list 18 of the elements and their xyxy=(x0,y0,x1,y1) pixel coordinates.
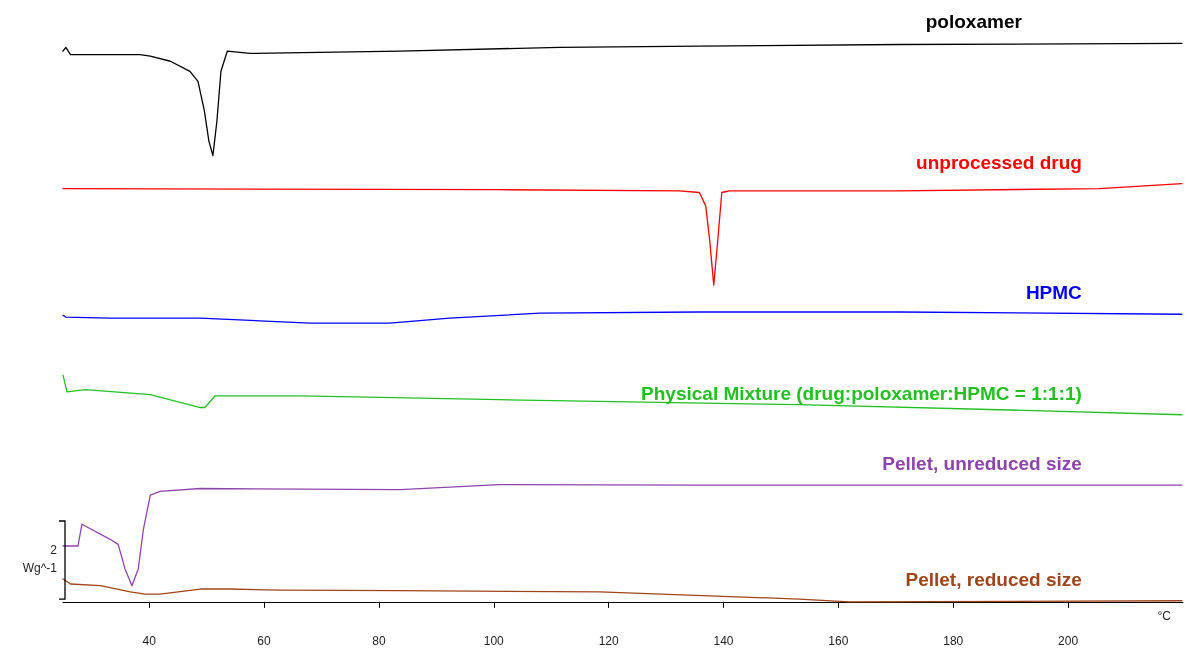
text: Wg^-1 xyxy=(22,560,58,575)
x-tick-label: 100 xyxy=(483,634,505,648)
series-label: Physical Mixture (drug:poloxamer:HPMC = 1:1:1) xyxy=(641,382,1082,404)
x-tick-label: 140 xyxy=(713,634,734,648)
series-label: Pellet, unreduced size xyxy=(882,453,1082,475)
x-axis-title: °C xyxy=(1157,608,1172,623)
x-tick-label: 40 xyxy=(142,634,157,648)
x-tick-label: 180 xyxy=(943,634,964,648)
series-label: poloxamer xyxy=(925,11,1023,33)
x-tick-label: 60 xyxy=(257,634,272,648)
series-label: HPMC xyxy=(1025,282,1083,304)
text: 2 xyxy=(50,542,58,557)
series-label: Pellet, reduced size xyxy=(905,568,1082,590)
x-tick-label: 160 xyxy=(828,634,849,648)
x-tick-label: 120 xyxy=(598,634,619,648)
x-tick-label: 200 xyxy=(1058,634,1079,648)
x-tick-label: 80 xyxy=(372,634,386,648)
series-label: unprocessed drug xyxy=(916,151,1082,173)
